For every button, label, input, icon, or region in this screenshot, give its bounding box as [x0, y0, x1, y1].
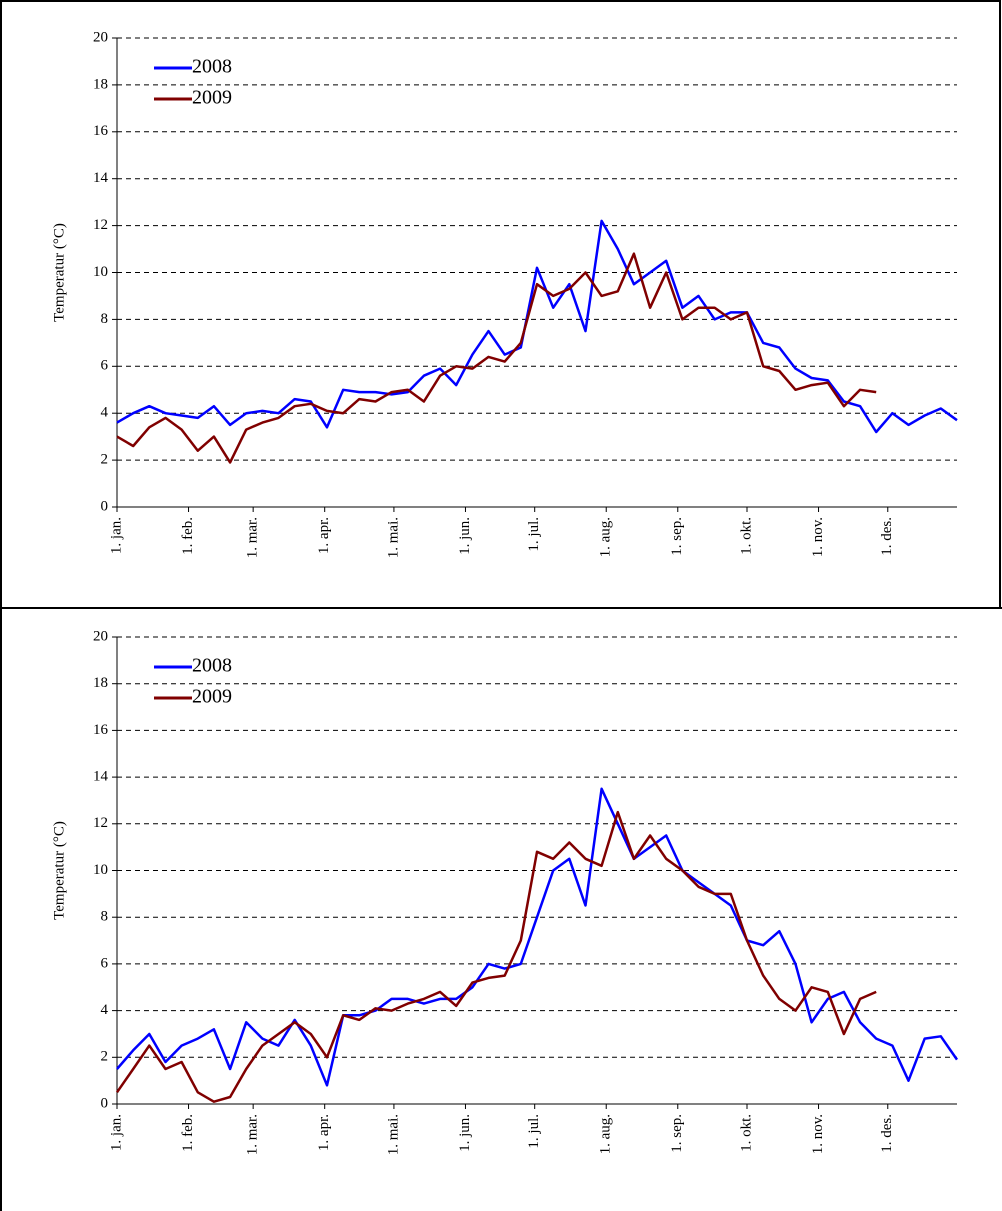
legend-label: 2009 [192, 686, 232, 708]
data-line [115, 810, 877, 1103]
x-tick-label: 1. des. [879, 1114, 895, 1153]
legend-label: 2008 [192, 655, 232, 677]
x-tick-label: 1. mar. [245, 517, 261, 558]
y-tick-label: 20 [93, 628, 108, 644]
y-tick-label: 14 [93, 769, 109, 785]
y-tick-label: 4 [101, 1002, 109, 1018]
y-tick-label: 6 [101, 955, 109, 971]
y-axis-label: Temperatur (°C) [51, 223, 67, 322]
x-tick-label: 1. jul. [526, 1114, 542, 1149]
y-tick-label: 0 [101, 498, 109, 514]
x-tick-label: 1. sep. [669, 517, 685, 556]
x-tick-label: 1. aug. [598, 517, 614, 557]
top-panel-frame [0, 0, 1001, 609]
y-tick-label: 10 [93, 264, 108, 280]
y-tick-label: 18 [93, 675, 108, 691]
y-tick-label: 8 [101, 909, 109, 925]
x-tick-label: 1. mai. [385, 517, 401, 558]
x-tick-label: 1. sep. [669, 1114, 685, 1153]
x-tick-label: 1. jun. [457, 1114, 473, 1152]
x-tick-label: 1. jan. [108, 1114, 124, 1151]
x-tick-label: 1. apr. [316, 1114, 332, 1151]
data-line [116, 219, 958, 434]
y-tick-label: 14 [93, 170, 109, 186]
x-tick-label: 1. apr. [316, 517, 332, 554]
x-tick-label: 1. mai. [385, 1114, 401, 1155]
x-tick-label: 1. nov. [810, 517, 826, 557]
x-tick-label: 1. aug. [598, 1114, 614, 1154]
y-tick-label: 16 [93, 722, 109, 738]
x-tick-label: 1. okt. [738, 517, 754, 555]
x-tick-label: 1. mar. [245, 1114, 261, 1155]
x-tick-label: 1. nov. [810, 1114, 826, 1154]
x-tick-label: 1. feb. [180, 517, 196, 555]
y-tick-label: 16 [93, 123, 109, 139]
x-tick-label: 1. jun. [457, 517, 473, 555]
y-tick-label: 20 [93, 29, 108, 45]
y-tick-label: 2 [101, 1049, 109, 1065]
x-tick-label: 1. feb. [180, 1114, 196, 1152]
y-tick-label: 12 [93, 217, 108, 233]
data-line [116, 787, 959, 1087]
y-tick-label: 0 [101, 1095, 109, 1111]
legend-label: 2008 [192, 56, 232, 78]
y-tick-label: 2 [101, 452, 109, 468]
x-tick-label: 1. jul. [526, 517, 542, 552]
x-tick-label: 1. okt. [738, 1114, 754, 1152]
y-tick-label: 8 [101, 311, 109, 327]
y-tick-label: 6 [101, 358, 109, 374]
x-tick-label: 1. des. [879, 517, 895, 556]
y-tick-label: 10 [93, 862, 108, 878]
y-axis-label: Temperatur (°C) [51, 821, 67, 920]
y-tick-label: 12 [93, 815, 108, 831]
x-tick-label: 1. jan. [108, 517, 124, 554]
y-tick-label: 4 [101, 405, 109, 421]
data-line [116, 252, 877, 464]
y-tick-label: 18 [93, 76, 108, 92]
legend-label: 2009 [192, 87, 232, 109]
